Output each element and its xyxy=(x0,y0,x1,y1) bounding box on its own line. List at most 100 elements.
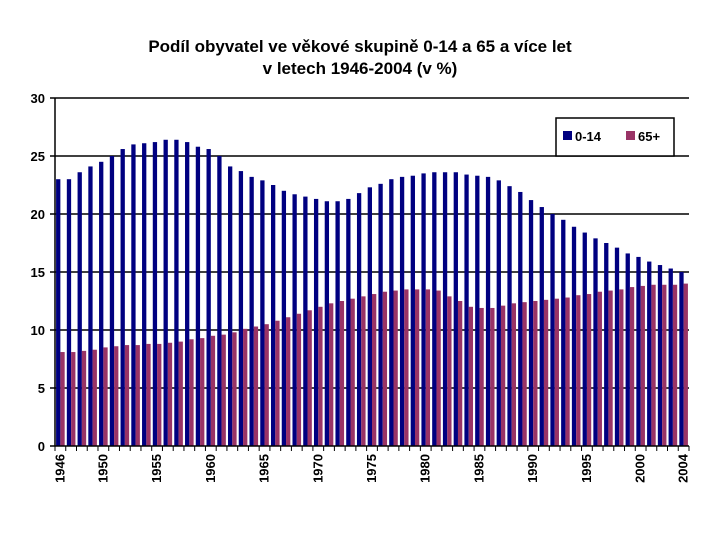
chart-title-line-2: v letech 1946-2004 (v %) xyxy=(262,59,458,78)
bar-014-1952 xyxy=(120,149,125,447)
y-tick-label: 15 xyxy=(31,265,45,280)
bar-65-1969 xyxy=(307,310,312,446)
y-axis-tick-labels: 0 5 10 15 20 25 30 xyxy=(31,91,45,454)
bar-65-1993 xyxy=(565,297,570,446)
bar-65-1971 xyxy=(329,303,334,446)
x-tick-label: 1975 xyxy=(364,454,379,483)
bar-014-1995 xyxy=(582,232,587,446)
bar-014-1988 xyxy=(507,186,512,446)
bar-65-1959 xyxy=(200,338,205,446)
x-tick-label: 1995 xyxy=(579,454,594,483)
x-tick-label: 1955 xyxy=(149,454,164,483)
bar-65-1989 xyxy=(522,302,527,446)
x-tick-label: 1970 xyxy=(310,454,325,483)
bar-65-1999 xyxy=(629,287,635,446)
bar-014-1977 xyxy=(389,179,394,446)
legend-box xyxy=(555,117,675,157)
bar-65-1998 xyxy=(619,289,624,446)
bar-014-1994 xyxy=(571,226,577,446)
bar-65-1951 xyxy=(114,346,119,446)
bar-65-1988 xyxy=(511,303,516,446)
bar-65-1977 xyxy=(393,290,398,446)
bar-014-1946 xyxy=(56,179,61,446)
bar-65-1984 xyxy=(468,306,474,446)
bar-014-1951 xyxy=(109,156,115,446)
x-tick-label: 2004 xyxy=(676,453,691,483)
bar-65-1973 xyxy=(350,298,355,446)
bar-014-1982 xyxy=(442,172,448,447)
bar-014-1981 xyxy=(432,172,437,447)
bar-014-2002 xyxy=(657,265,663,446)
bar-014-1992 xyxy=(550,214,555,446)
bar-014-1983 xyxy=(453,172,458,447)
bar-65-1974 xyxy=(361,296,366,446)
x-tick-label: 1950 xyxy=(95,454,110,483)
bar-65-1946 xyxy=(60,352,65,446)
bar-014-1975 xyxy=(367,187,372,446)
bar-014-1970 xyxy=(313,198,319,446)
bar-65-1961 xyxy=(221,334,226,446)
bar-65-1964 xyxy=(253,326,259,446)
x-axis-tick-labels: 1946 1950 1955 1960 1965 1970 1975 1980 1985 1990… xyxy=(52,453,690,483)
legend-swatch xyxy=(626,131,635,140)
y-tick-label: 25 xyxy=(31,149,45,164)
bar-65-1948 xyxy=(81,350,87,446)
bar-014-1960 xyxy=(206,149,211,447)
bar-014-1979 xyxy=(410,175,415,446)
bar-65-1978 xyxy=(404,289,409,446)
bar-65-1997 xyxy=(608,290,613,446)
legend-label: 0-14 xyxy=(575,129,602,144)
bar-65-1987 xyxy=(500,305,506,446)
bar-014-1966 xyxy=(270,185,276,446)
bar-65-1975 xyxy=(372,294,377,446)
bar-014-1965 xyxy=(260,180,265,447)
bar-014-1968 xyxy=(292,194,297,446)
legend: 0-14 65+ xyxy=(555,117,675,157)
bar-014-1967 xyxy=(281,190,287,446)
bar-014-1958 xyxy=(185,142,190,446)
legend-swatch xyxy=(563,131,572,140)
axes xyxy=(50,97,690,451)
y-tick-label: 0 xyxy=(38,439,45,454)
bar-014-1963 xyxy=(238,171,244,446)
bar-014-1974 xyxy=(356,193,362,446)
x-tick-label: 1990 xyxy=(525,454,540,483)
bar-65-1979 xyxy=(414,289,420,446)
bar-65-1966 xyxy=(275,320,280,446)
bar-014-2004 xyxy=(679,272,684,446)
bar-014-1953 xyxy=(131,144,136,446)
bar-65-2001 xyxy=(651,284,656,446)
bar-65-1995 xyxy=(586,294,592,446)
bar-014-1980 xyxy=(421,173,426,446)
y-tick-label: 10 xyxy=(31,323,45,338)
bar-65-1967 xyxy=(286,317,291,446)
bar-014-1987 xyxy=(496,180,501,447)
bar-65-2002 xyxy=(662,284,667,446)
bar-65-1949 xyxy=(92,349,97,446)
bar-65-1985 xyxy=(479,307,484,446)
chart-title-line-1: Podíl obyvatel ve věkové skupině 0-14 a … xyxy=(148,37,572,56)
bar-014-1962 xyxy=(228,166,233,446)
bar-014-1964 xyxy=(249,176,254,446)
bar-65-1962 xyxy=(232,332,237,446)
bar-014-1991 xyxy=(539,207,544,446)
bar-014-1957 xyxy=(174,139,179,446)
bar-014-1978 xyxy=(399,176,405,446)
bar-014-1969 xyxy=(303,196,308,446)
y-tick-label: 20 xyxy=(31,207,45,222)
bar-014-1984 xyxy=(464,174,469,446)
bar-65-1954 xyxy=(146,343,151,446)
bar-65-1958 xyxy=(189,339,194,446)
bar-014-1989 xyxy=(518,191,523,446)
bar-65-1983 xyxy=(457,301,463,446)
bar-65-1980 xyxy=(425,289,431,446)
bar-65-1953 xyxy=(135,345,140,446)
bar-65-1950 xyxy=(103,347,108,446)
bar-65-1956 xyxy=(167,342,173,446)
bar-014-1998 xyxy=(614,247,620,446)
bar-65-1955 xyxy=(157,343,162,446)
bar-014-1993 xyxy=(561,219,566,446)
bar-65-2000 xyxy=(640,285,645,446)
bar-014-1959 xyxy=(195,146,201,446)
bar-014-2001 xyxy=(647,261,652,446)
